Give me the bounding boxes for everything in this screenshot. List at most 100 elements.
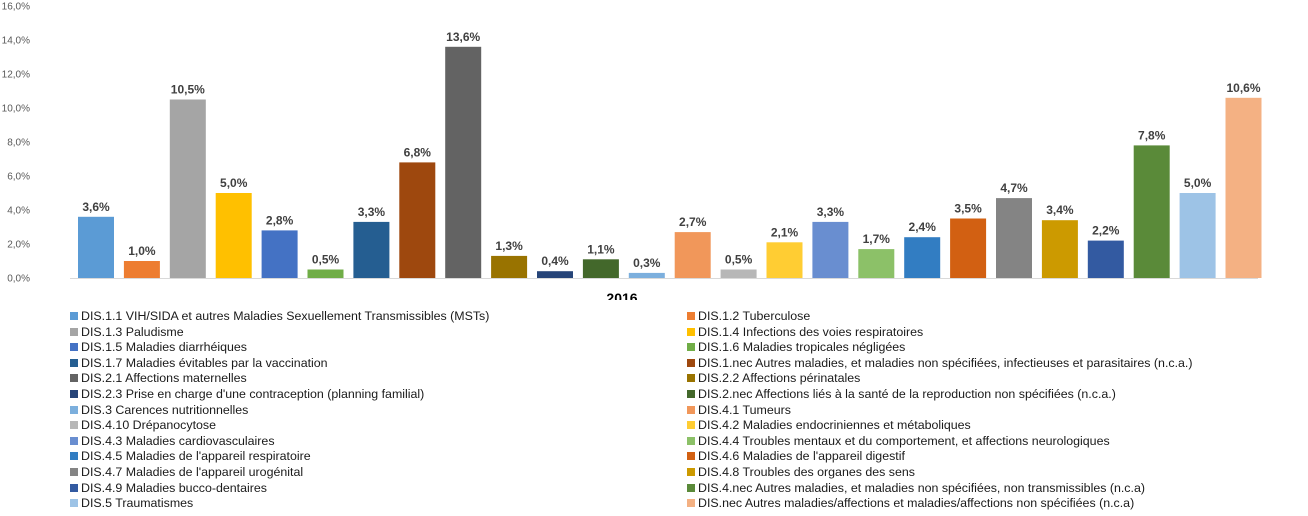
legend-label: DIS.4.6 Maladies de l'appareil digestif — [698, 449, 905, 464]
bars-group — [78, 46, 1262, 278]
bar — [720, 269, 757, 278]
legend-swatch — [70, 483, 78, 492]
legend-swatch — [687, 468, 695, 476]
category-label: 2016 — [606, 290, 637, 300]
data-label: 7,8% — [1138, 128, 1166, 142]
legend-swatch — [687, 390, 695, 398]
legend-label: DIS.5 Traumatismes — [81, 496, 194, 511]
legend-swatch — [687, 421, 695, 430]
data-labels-group: 3,6% 1,0% 10,5% 5,0% 2,8% 0,5% 3,3% 6,8% 13,6% 1,… — [82, 30, 1261, 270]
legend-item: DIS.nec Autres maladies/affections et ma… — [687, 496, 1134, 511]
data-label: 3,3% — [817, 205, 845, 219]
legend-label: DIS.1.5 Maladies diarrhéiques — [81, 340, 247, 355]
bar — [858, 249, 895, 278]
legend-swatch — [70, 452, 78, 461]
legend-label: DIS.4.9 Maladies bucco-dentaires — [81, 480, 267, 495]
legend-label: DIS.nec Autres maladies/affections et ma… — [698, 496, 1135, 511]
bar — [996, 198, 1032, 278]
legend-item: DIS.4.3 Maladies cardiovasculaires — [70, 434, 275, 449]
data-label: 1,0% — [128, 244, 156, 258]
legend-label: DIS.4.3 Maladies cardiovasculaires — [81, 433, 275, 448]
bar — [1087, 240, 1124, 278]
bar — [169, 99, 206, 278]
data-label: 6,8% — [404, 145, 432, 159]
bar — [582, 259, 619, 278]
bar — [1179, 193, 1216, 278]
legend-item: DIS.4.6 Maladies de l'appareil digestif — [687, 449, 905, 464]
bar — [353, 221, 390, 278]
legend-item: DIS.4.1 Tumeurs — [687, 403, 791, 418]
data-label: 3,3% — [358, 205, 386, 219]
bar — [307, 269, 344, 278]
legend-item: DIS.4.8 Troubles des organes des sens — [687, 465, 915, 480]
legend-swatch — [70, 358, 78, 367]
legend-swatch — [687, 436, 695, 445]
bar — [674, 232, 711, 278]
legend-item: DIS.4.10 Drépanocytose — [70, 418, 216, 433]
data-label: 2,7% — [679, 215, 707, 229]
y-tick-label: 2,0% — [7, 240, 30, 251]
legend-label: DIS.1.nec Autres maladies, et maladies n… — [698, 355, 1193, 370]
data-label: 2,2% — [1092, 224, 1120, 238]
legend-item: DIS.1.1 VIH/SIDA et autres Maladies Sexu… — [70, 309, 489, 324]
legend-item: DIS.2.1 Affections maternelles — [70, 371, 247, 386]
legend-item: DIS.1.2 Tuberculose — [687, 309, 810, 324]
legend-label: DIS.1.6 Maladies tropicales négligées — [698, 340, 906, 355]
data-label: 4,7% — [1000, 181, 1028, 195]
y-tick-label: 4,0% — [7, 206, 30, 217]
legend-item: DIS.2.2 Affections périnatales — [687, 371, 860, 386]
legend-label: DIS.4.5 Maladies de l'appareil respirato… — [81, 449, 311, 464]
legend-label: DIS.4.1 Tumeurs — [698, 402, 791, 417]
y-tick-label: 0,0% — [7, 274, 30, 285]
legend-swatch — [70, 468, 78, 476]
legend-item: DIS.4.nec Autres maladies, et maladies n… — [687, 481, 1145, 496]
data-label: 2,4% — [909, 220, 937, 234]
bar — [950, 218, 987, 278]
data-label: 10,5% — [171, 83, 205, 97]
bar — [766, 242, 803, 278]
data-label: 0,5% — [312, 253, 340, 267]
legend-item: DIS.3 Carences nutritionnelles — [70, 403, 248, 418]
data-label: 3,5% — [954, 202, 982, 216]
bar — [904, 237, 941, 278]
bar-chart: 0,0% 2,0% 4,0% 6,0% 8,0% 10,0% 12,0% 14,0% 16,0%… — [2, 2, 1262, 300]
legend-label: DIS.4.10 Drépanocytose — [81, 418, 216, 433]
legend-label: DIS.4.7 Maladies de l'appareil urogénita… — [81, 465, 304, 479]
legend-item: DIS.4.7 Maladies de l'appareil urogénita… — [70, 465, 303, 480]
bar — [399, 162, 436, 278]
data-label: 2,8% — [266, 213, 294, 227]
data-label: 1,3% — [495, 239, 523, 253]
legend-item: DIS.1.4 Infections des voies respiratoir… — [687, 325, 923, 340]
legend-swatch — [687, 327, 695, 336]
legend-item: DIS.1.7 Maladies évitables par la vaccin… — [70, 356, 328, 371]
legend-label: DIS.1.3 Paludisme — [81, 324, 184, 339]
data-label: 2,1% — [771, 225, 799, 239]
legend-swatch — [70, 436, 78, 445]
legend-swatch — [70, 421, 78, 430]
legend-item: DIS.4.9 Maladies bucco-dentaires — [70, 481, 267, 496]
legend-swatch — [70, 343, 78, 352]
bar — [1041, 220, 1078, 278]
legend-item: DIS.4.2 Maladies endocriniennes et métab… — [687, 418, 971, 433]
y-tick-label: 14,0% — [2, 36, 30, 47]
legend-label: DIS.4.4 Troubles mentaux et du comportem… — [698, 433, 1110, 448]
data-label: 3,4% — [1046, 203, 1074, 217]
legend-label: DIS.1.4 Infections des voies respiratoir… — [698, 324, 924, 339]
legend-item: DIS.4.4 Troubles mentaux et du comportem… — [687, 434, 1110, 449]
legend-swatch — [70, 312, 78, 320]
data-label: 10,6% — [1226, 81, 1260, 95]
legend-label: DIS.2.2 Affections périnatales — [698, 371, 861, 386]
legend-label: DIS.4.nec Autres maladies, et maladies n… — [698, 480, 1145, 495]
legend-label: DIS.2.nec Affections liés à la santé de … — [698, 387, 1116, 401]
data-label: 3,6% — [82, 200, 110, 214]
legend-swatch — [687, 483, 695, 492]
y-axis: 0,0% 2,0% 4,0% 6,0% 8,0% 10,0% 12,0% 14,0% 16,0% — [2, 2, 30, 285]
bar — [78, 216, 114, 278]
legend-swatch — [687, 499, 695, 508]
legend-label: DIS.2.3 Prise en charge d'une contracept… — [81, 387, 425, 401]
legend-label: DIS.2.1 Affections maternelles — [81, 371, 247, 386]
legend-swatch — [687, 312, 695, 320]
legend-swatch — [687, 452, 695, 461]
legend-label: DIS.4.2 Maladies endocriniennes et métab… — [698, 418, 971, 433]
legend-swatch — [70, 499, 78, 508]
